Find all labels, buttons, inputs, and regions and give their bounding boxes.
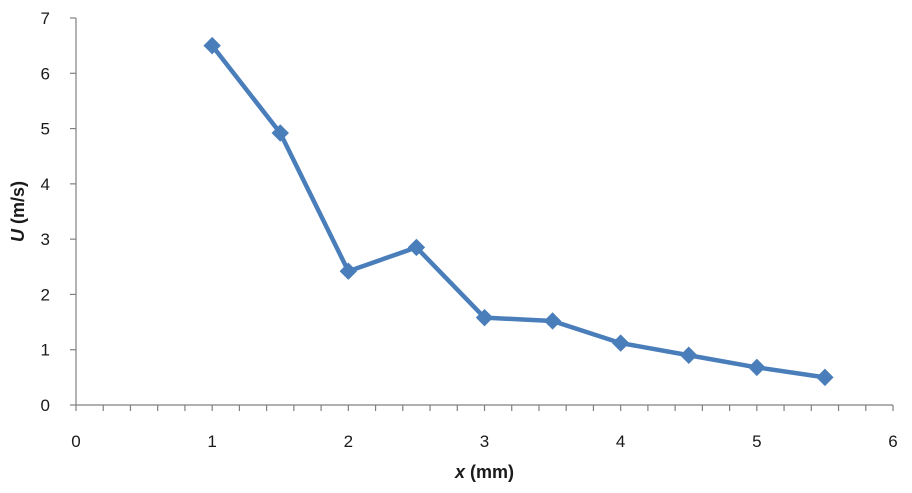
data-point-marker: [339, 262, 358, 280]
y-tick-label: 2: [41, 285, 50, 304]
series-layer: [203, 36, 834, 387]
x-axis-title: x (mm): [454, 462, 514, 482]
data-point-marker: [407, 238, 426, 257]
x-axis-ticks: 0 1 2 3 4 5 6: [71, 405, 898, 451]
x-tick-label: 2: [344, 432, 353, 451]
y-tick-label: 7: [41, 9, 50, 28]
x-tick-label: 0: [71, 432, 80, 451]
y-axis-ticks: 0 1 2 3 4 5 6 7: [41, 9, 76, 415]
y-tick-label: 4: [41, 175, 50, 194]
data-point-marker: [475, 308, 494, 327]
y-axis-unit: (m/s): [8, 181, 28, 229]
x-tick-label: 3: [480, 432, 489, 451]
data-point-marker: [271, 124, 289, 142]
data-point-marker: [203, 36, 221, 55]
chart-axes: [75, 18, 893, 406]
y-tick-label: 5: [41, 120, 50, 139]
data-point-marker: [680, 346, 698, 364]
x-axis-unit: (mm): [465, 462, 514, 482]
data-point-marker: [611, 334, 630, 352]
series-line: [209, 43, 828, 380]
data-point-marker: [748, 358, 766, 377]
x-tick-label: 5: [752, 432, 761, 451]
data-point-marker: [816, 368, 834, 387]
y-tick-label: 0: [41, 396, 50, 415]
y-tick-label: 6: [41, 64, 50, 83]
x-axis-variable: x: [454, 462, 466, 482]
x-tick-label: 1: [207, 432, 216, 451]
x-tick-label: 4: [616, 432, 625, 451]
y-axis-title: U (m/s): [8, 181, 28, 242]
y-axis-variable: U: [8, 228, 28, 242]
x-tick-label: 6: [888, 432, 897, 451]
data-point-marker: [543, 312, 562, 330]
y-tick-label: 3: [41, 230, 50, 249]
y-tick-label: 1: [41, 341, 50, 360]
